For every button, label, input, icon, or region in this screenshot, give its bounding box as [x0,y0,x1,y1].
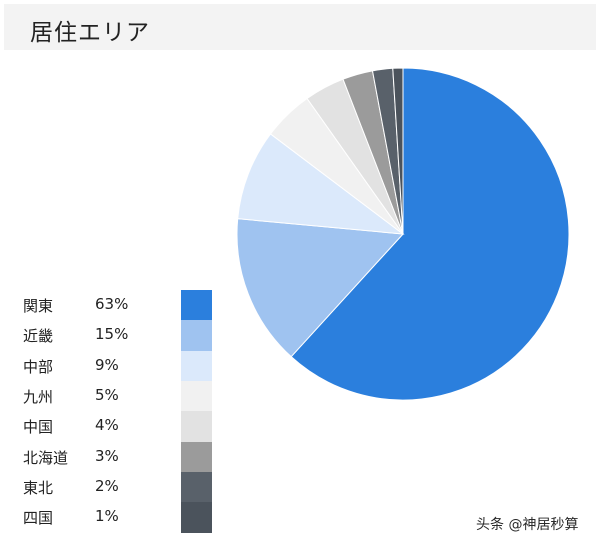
pie-slice-0 [290,67,570,401]
legend-item: 近畿 15% [0,320,230,352]
pie-slice-1 [236,218,405,358]
legend-label: 近畿 [23,327,54,346]
pie-slice-2 [237,133,405,235]
legend-value: 2% [95,476,119,495]
chart-title: 居住エリア [30,20,150,46]
legend-value: 9% [95,355,119,374]
legend-label: 中部 [23,357,54,376]
legend-label: 北海道 [23,448,69,467]
legend-swatch [181,441,212,473]
legend-item: 四国 1% [0,502,230,534]
chart-title-bar: 居住エリア [4,4,596,50]
legend-item: 中国 4% [0,411,230,443]
legend-item: 関東 63% [0,290,230,321]
legend-item: 北海道 3% [0,441,230,473]
legend-swatch [181,411,212,443]
legend-label: 関東 [23,297,54,315]
legend-item: 九州 5% [0,380,230,412]
legend-item: 東北 2% [0,471,230,503]
legend-swatch [181,350,212,382]
legend-label: 四国 [23,509,54,528]
legend-value: 63% [95,295,129,313]
legend-swatch [181,320,212,352]
legend-label: 中国 [23,418,54,437]
legend-swatch [181,380,212,412]
legend-label: 九州 [23,387,54,406]
watermark: 头条 @神居秒算 [476,517,579,533]
legend-value: 3% [95,446,119,465]
legend-value: 1% [95,507,119,526]
legend-value: 15% [95,325,129,344]
legend-value: 4% [95,416,119,435]
legend-swatch [181,502,212,534]
legend-swatch [181,290,212,321]
pie-slice-7 [392,67,404,235]
legend-swatch [181,471,212,503]
legend-label: 東北 [23,478,54,497]
legend-item: 中部 9% [0,350,230,382]
legend-value: 5% [95,385,119,404]
